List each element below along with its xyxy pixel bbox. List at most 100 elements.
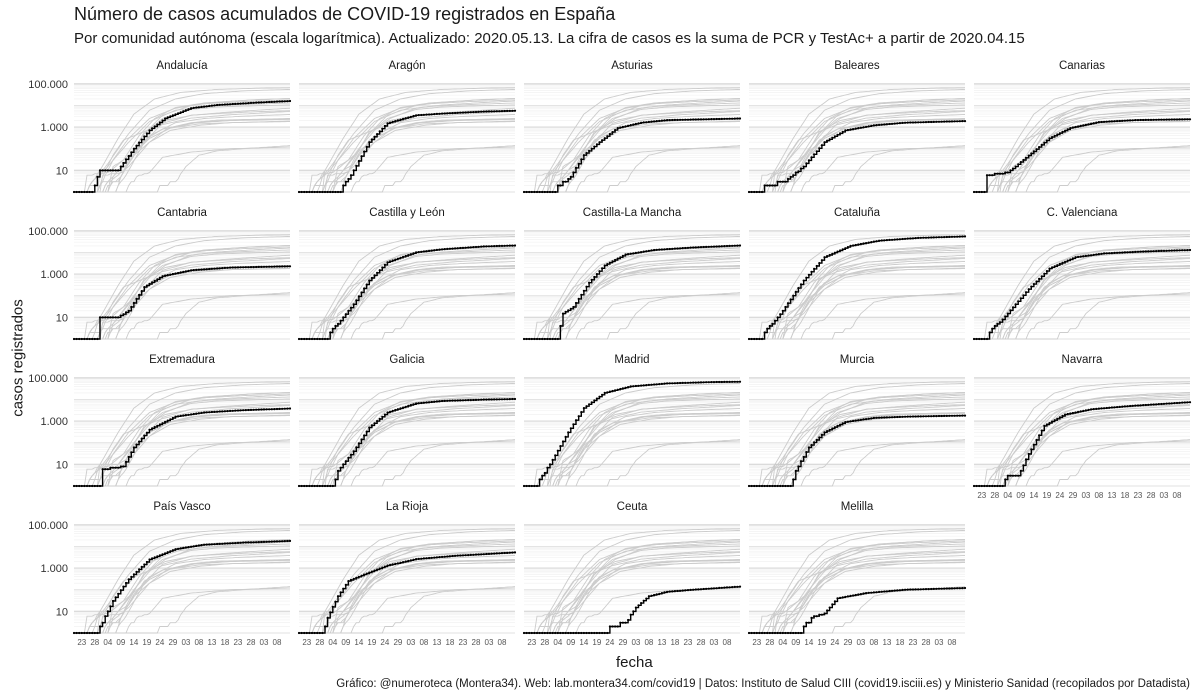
data-point-cantabria bbox=[197, 268, 200, 271]
data-point-andalucia bbox=[286, 100, 289, 103]
data-point-extremadura bbox=[109, 466, 112, 469]
data-point-extremadura bbox=[242, 409, 245, 412]
background-line-castilla-la-mancha bbox=[974, 98, 1191, 193]
panel-title-melilla: Melilla bbox=[841, 501, 874, 513]
background-line-c-valenciana bbox=[299, 396, 516, 487]
data-point-cataluna bbox=[859, 242, 863, 246]
data-point-la-rioja bbox=[474, 553, 478, 556]
data-point-madrid bbox=[546, 466, 549, 469]
data-point-pais-vasco bbox=[179, 547, 182, 550]
data-point-canarias bbox=[1048, 137, 1051, 140]
data-point-castilla-la-mancha bbox=[556, 337, 559, 341]
background-line-pais-vasco bbox=[749, 393, 966, 487]
data-point-asturias bbox=[679, 118, 682, 121]
data-point-canarias bbox=[996, 172, 999, 175]
data-point-canarias bbox=[1139, 118, 1142, 122]
background-line-aragon bbox=[299, 257, 516, 340]
data-point-pais-vasco bbox=[158, 554, 161, 557]
data-point-madrid bbox=[593, 399, 596, 402]
data-point-castilla-la-mancha bbox=[572, 305, 575, 309]
background-line-andalucia bbox=[299, 100, 516, 193]
data-point-extremadura bbox=[124, 460, 128, 463]
data-point-navarra bbox=[1004, 478, 1007, 481]
x-tick-label: 08 bbox=[419, 638, 428, 647]
data-point-castilla-la-mancha bbox=[728, 244, 731, 247]
data-point-c-valenciana bbox=[1129, 251, 1132, 254]
data-point-aragon bbox=[472, 111, 475, 114]
x-tick-label: 23 bbox=[1133, 491, 1142, 500]
data-point-castilla-y-leon bbox=[378, 269, 381, 272]
data-point-navarra bbox=[1095, 407, 1098, 410]
x-tick-label: 14 bbox=[804, 638, 813, 647]
data-point-ceuta bbox=[601, 631, 604, 635]
data-point-castilla-y-leon bbox=[485, 245, 488, 248]
data-point-asturias bbox=[627, 124, 630, 127]
data-point-extremadura bbox=[114, 466, 117, 469]
data-point-aragon bbox=[443, 112, 446, 115]
x-tick-label: 14 bbox=[1029, 491, 1038, 500]
data-point-navarra bbox=[1061, 414, 1064, 418]
data-point-la-rioja bbox=[370, 570, 373, 573]
data-point-cantabria bbox=[213, 267, 216, 270]
data-point-murcia bbox=[813, 441, 816, 444]
data-point-galicia bbox=[331, 484, 334, 488]
data-point-cataluna bbox=[815, 264, 818, 268]
data-point-cantabria bbox=[148, 282, 151, 286]
data-point-extremadura bbox=[93, 484, 96, 488]
data-point-melilla bbox=[818, 613, 821, 616]
background-line-navarra bbox=[299, 548, 516, 634]
data-point-cataluna bbox=[807, 273, 811, 276]
data-point-asturias bbox=[590, 147, 593, 150]
data-point-murcia bbox=[950, 414, 954, 417]
data-point-melilla bbox=[945, 587, 948, 590]
data-point-melilla bbox=[768, 631, 771, 635]
data-point-la-rioja bbox=[461, 554, 465, 557]
data-point-cantabria bbox=[286, 265, 289, 268]
data-point-cantabria bbox=[190, 269, 193, 272]
data-point-asturias bbox=[738, 117, 742, 120]
data-point-baleares bbox=[779, 180, 782, 183]
data-point-pais-vasco bbox=[148, 558, 151, 561]
data-point-cantabria bbox=[124, 311, 128, 314]
data-point-la-rioja bbox=[360, 574, 363, 577]
data-point-castilla-y-leon bbox=[360, 291, 363, 294]
background-line-andalucia bbox=[524, 247, 741, 340]
data-point-c-valenciana bbox=[1064, 260, 1067, 263]
data-point-extremadura bbox=[166, 419, 169, 422]
data-point-asturias bbox=[699, 118, 703, 121]
data-point-canarias bbox=[1035, 148, 1038, 151]
data-point-navarra bbox=[1014, 474, 1017, 477]
data-point-ceuta bbox=[733, 585, 736, 589]
data-point-castilla-y-leon bbox=[352, 303, 355, 306]
data-point-aragon bbox=[511, 109, 514, 112]
data-point-aragon bbox=[409, 115, 412, 118]
data-point-castilla-y-leon bbox=[425, 250, 428, 253]
data-point-melilla bbox=[753, 631, 756, 635]
data-point-castilla-y-leon bbox=[430, 249, 433, 252]
data-point-ceuta bbox=[546, 631, 549, 635]
background-line-navarra bbox=[74, 107, 291, 193]
background-line-cantabria bbox=[749, 118, 965, 193]
data-point-murcia bbox=[919, 415, 922, 418]
data-point-la-rioja bbox=[363, 573, 366, 576]
data-point-madrid bbox=[582, 407, 586, 410]
data-point-andalucia bbox=[197, 106, 200, 109]
data-point-cantabria bbox=[143, 286, 146, 289]
data-point-canarias bbox=[1129, 119, 1132, 122]
data-point-murcia bbox=[896, 415, 899, 419]
data-point-pais-vasco bbox=[164, 552, 167, 555]
data-point-castilla-y-leon bbox=[310, 337, 314, 341]
data-point-madrid bbox=[574, 419, 578, 422]
data-point-melilla bbox=[891, 589, 894, 592]
data-point-ceuta bbox=[718, 586, 721, 590]
data-point-galicia bbox=[417, 402, 420, 405]
background-line-c-valenciana bbox=[974, 102, 1191, 193]
data-point-melilla bbox=[799, 631, 803, 635]
data-point-canarias bbox=[1043, 141, 1046, 144]
data-point-la-rioja bbox=[422, 557, 425, 560]
background-line-galicia bbox=[974, 104, 1190, 193]
data-point-murcia bbox=[766, 484, 769, 488]
data-point-aragon bbox=[461, 111, 465, 114]
data-point-extremadura bbox=[179, 414, 182, 417]
data-point-castilla-y-leon bbox=[480, 245, 483, 248]
